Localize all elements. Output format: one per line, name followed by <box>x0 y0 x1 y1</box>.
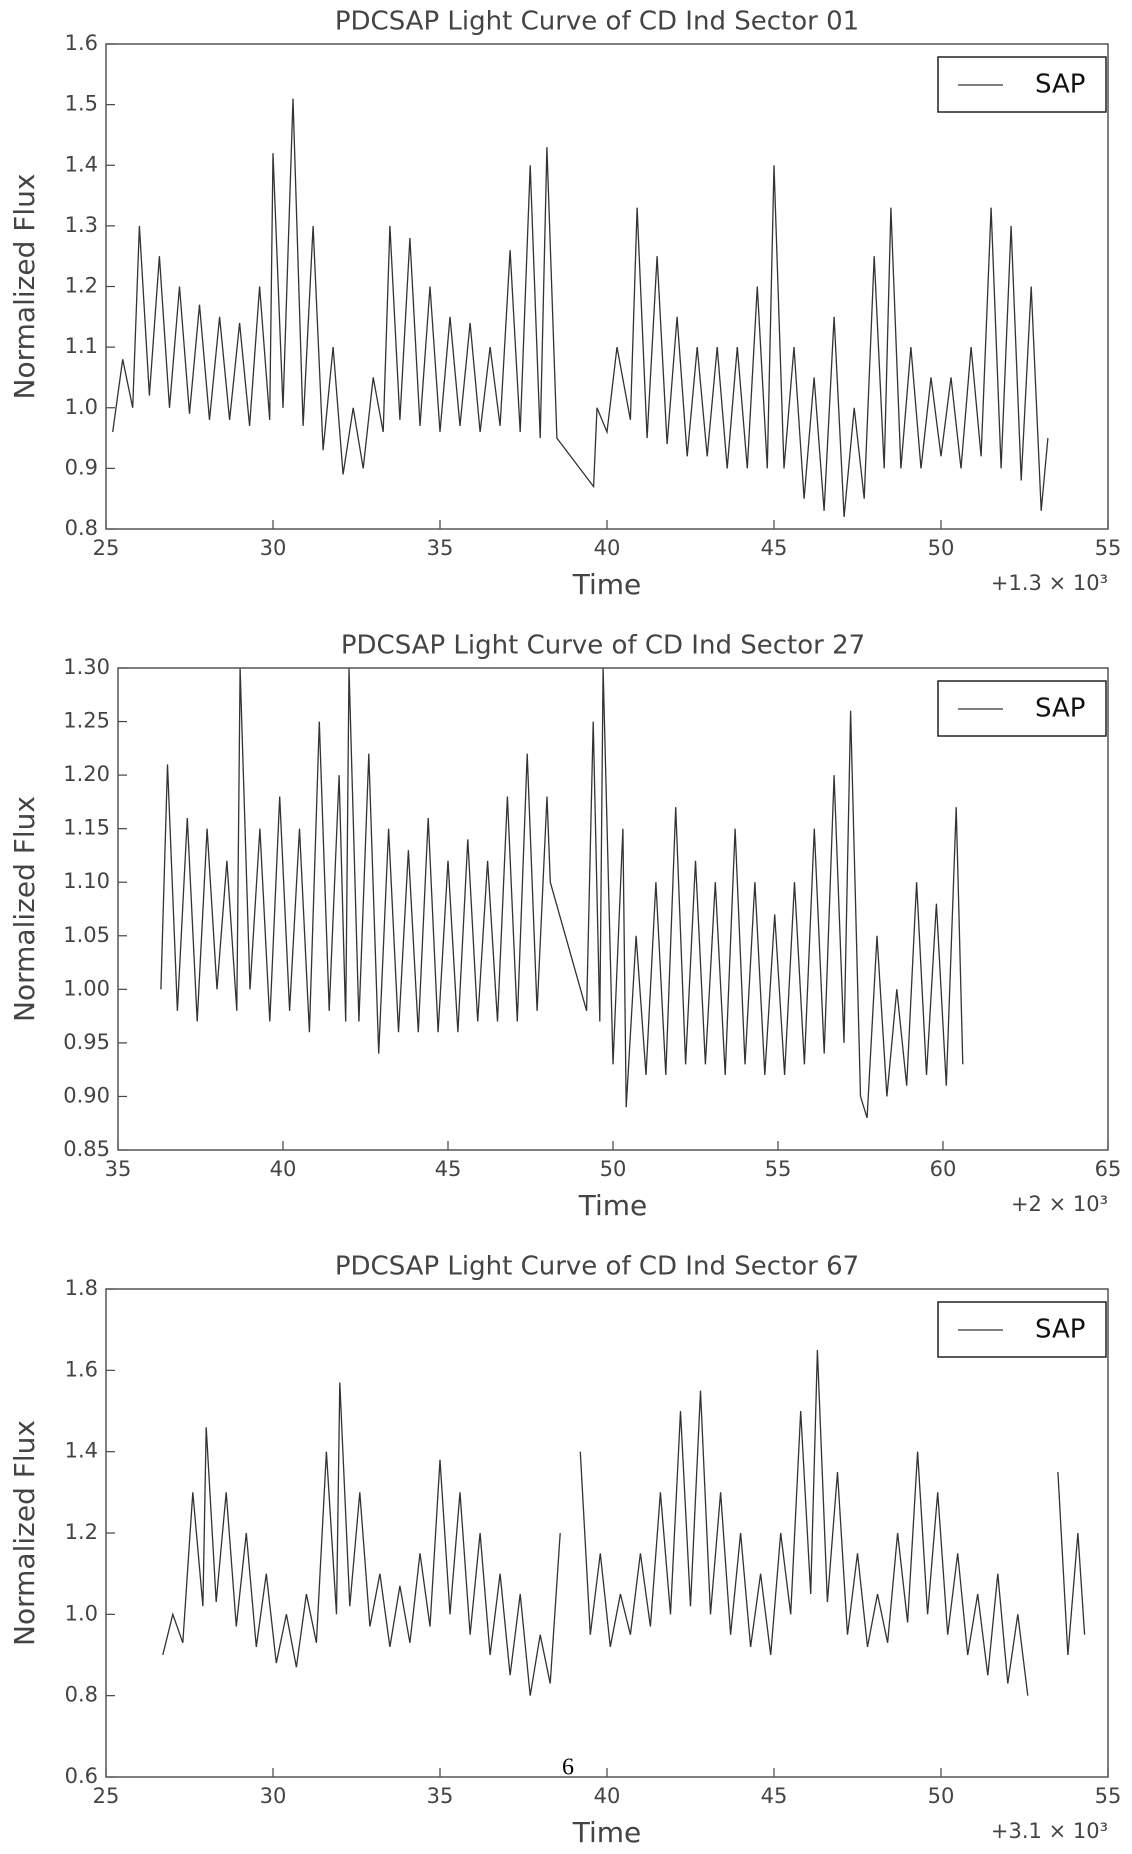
x-tick-label: 45 <box>761 536 788 560</box>
x-tick-label: 35 <box>427 1784 454 1808</box>
x-tick-label: 45 <box>761 1784 788 1808</box>
y-tick-label: 1.15 <box>63 816 110 840</box>
legend-label: SAP <box>1035 694 1085 724</box>
y-tick-label: 1.00 <box>63 976 110 1000</box>
x-tick-label: 25 <box>93 1784 120 1808</box>
x-axis-label: Time <box>572 1816 642 1849</box>
y-tick-label: 1.8 <box>65 1276 98 1300</box>
flux-line <box>160 667 964 1119</box>
y-tick-label: 1.10 <box>63 869 110 893</box>
y-tick-label: 1.6 <box>65 31 98 55</box>
flux-line <box>162 1349 1086 1696</box>
x-offset-label: +1.3 × 10³ <box>991 571 1108 595</box>
x-tick-label: 45 <box>435 1157 462 1181</box>
y-axis-label: Normalized Flux <box>8 1420 41 1646</box>
flux-line <box>112 98 1049 517</box>
y-tick-label: 1.1 <box>65 334 98 358</box>
x-tick-label: 35 <box>427 536 454 560</box>
y-tick-label: 1.0 <box>65 395 98 419</box>
x-tick-label: 25 <box>93 536 120 560</box>
y-tick-label: 0.8 <box>65 516 98 540</box>
x-tick-label: 55 <box>1095 536 1122 560</box>
x-tick-label: 65 <box>1095 1157 1122 1181</box>
x-offset-label: +2 × 10³ <box>1011 1192 1108 1216</box>
x-tick-label: 40 <box>270 1157 297 1181</box>
x-tick-label: 60 <box>930 1157 957 1181</box>
plot-frame <box>105 1288 1109 1778</box>
y-tick-label: 1.25 <box>63 709 110 733</box>
y-tick-label: 1.3 <box>65 213 98 237</box>
x-tick-label: 55 <box>765 1157 792 1181</box>
y-tick-label: 0.90 <box>63 1083 110 1107</box>
y-tick-label: 1.2 <box>65 274 98 298</box>
y-tick-label: 1.2 <box>65 1520 98 1544</box>
x-tick-label: 50 <box>928 536 955 560</box>
x-tick-label: 40 <box>594 1784 621 1808</box>
x-tick-label: 40 <box>594 536 621 560</box>
y-tick-label: 1.4 <box>65 1439 98 1463</box>
y-axis-label: Normalized Flux <box>8 796 41 1022</box>
chart-title: PDCSAP Light Curve of CD Ind Sector 01 <box>335 7 859 37</box>
y-tick-label: 1.20 <box>63 762 110 786</box>
y-tick-label: 1.6 <box>65 1357 98 1381</box>
y-tick-label: 0.85 <box>63 1137 110 1161</box>
x-tick-label: 55 <box>1095 1784 1122 1808</box>
chart-title: PDCSAP Light Curve of CD Ind Sector 27 <box>341 631 865 661</box>
x-tick-label: 30 <box>260 536 287 560</box>
x-tick-label: 30 <box>260 1784 287 1808</box>
plot-frame <box>117 667 1109 1151</box>
x-tick-label: 50 <box>600 1157 627 1181</box>
plot-frame <box>105 43 1109 530</box>
page-number: 6 <box>562 1755 574 1781</box>
x-axis-label: Time <box>572 568 642 601</box>
y-tick-label: 1.4 <box>65 152 98 176</box>
y-tick-label: 0.95 <box>63 1030 110 1054</box>
y-tick-label: 1.0 <box>65 1601 98 1625</box>
y-tick-label: 1.30 <box>63 655 110 679</box>
x-axis-label: Time <box>578 1189 648 1222</box>
y-tick-label: 0.8 <box>65 1683 98 1707</box>
legend-label: SAP <box>1035 1315 1085 1345</box>
x-tick-label: 35 <box>105 1157 132 1181</box>
y-axis-label: Normalized Flux <box>8 174 41 400</box>
y-tick-label: 1.5 <box>65 92 98 116</box>
x-tick-label: 50 <box>928 1784 955 1808</box>
y-tick-label: 0.6 <box>65 1764 98 1788</box>
legend-label: SAP <box>1035 70 1085 100</box>
x-offset-label: +3.1 × 10³ <box>991 1819 1108 1843</box>
chart-title: PDCSAP Light Curve of CD Ind Sector 67 <box>335 1252 859 1282</box>
y-tick-label: 0.9 <box>65 455 98 479</box>
y-tick-label: 1.05 <box>63 923 110 947</box>
